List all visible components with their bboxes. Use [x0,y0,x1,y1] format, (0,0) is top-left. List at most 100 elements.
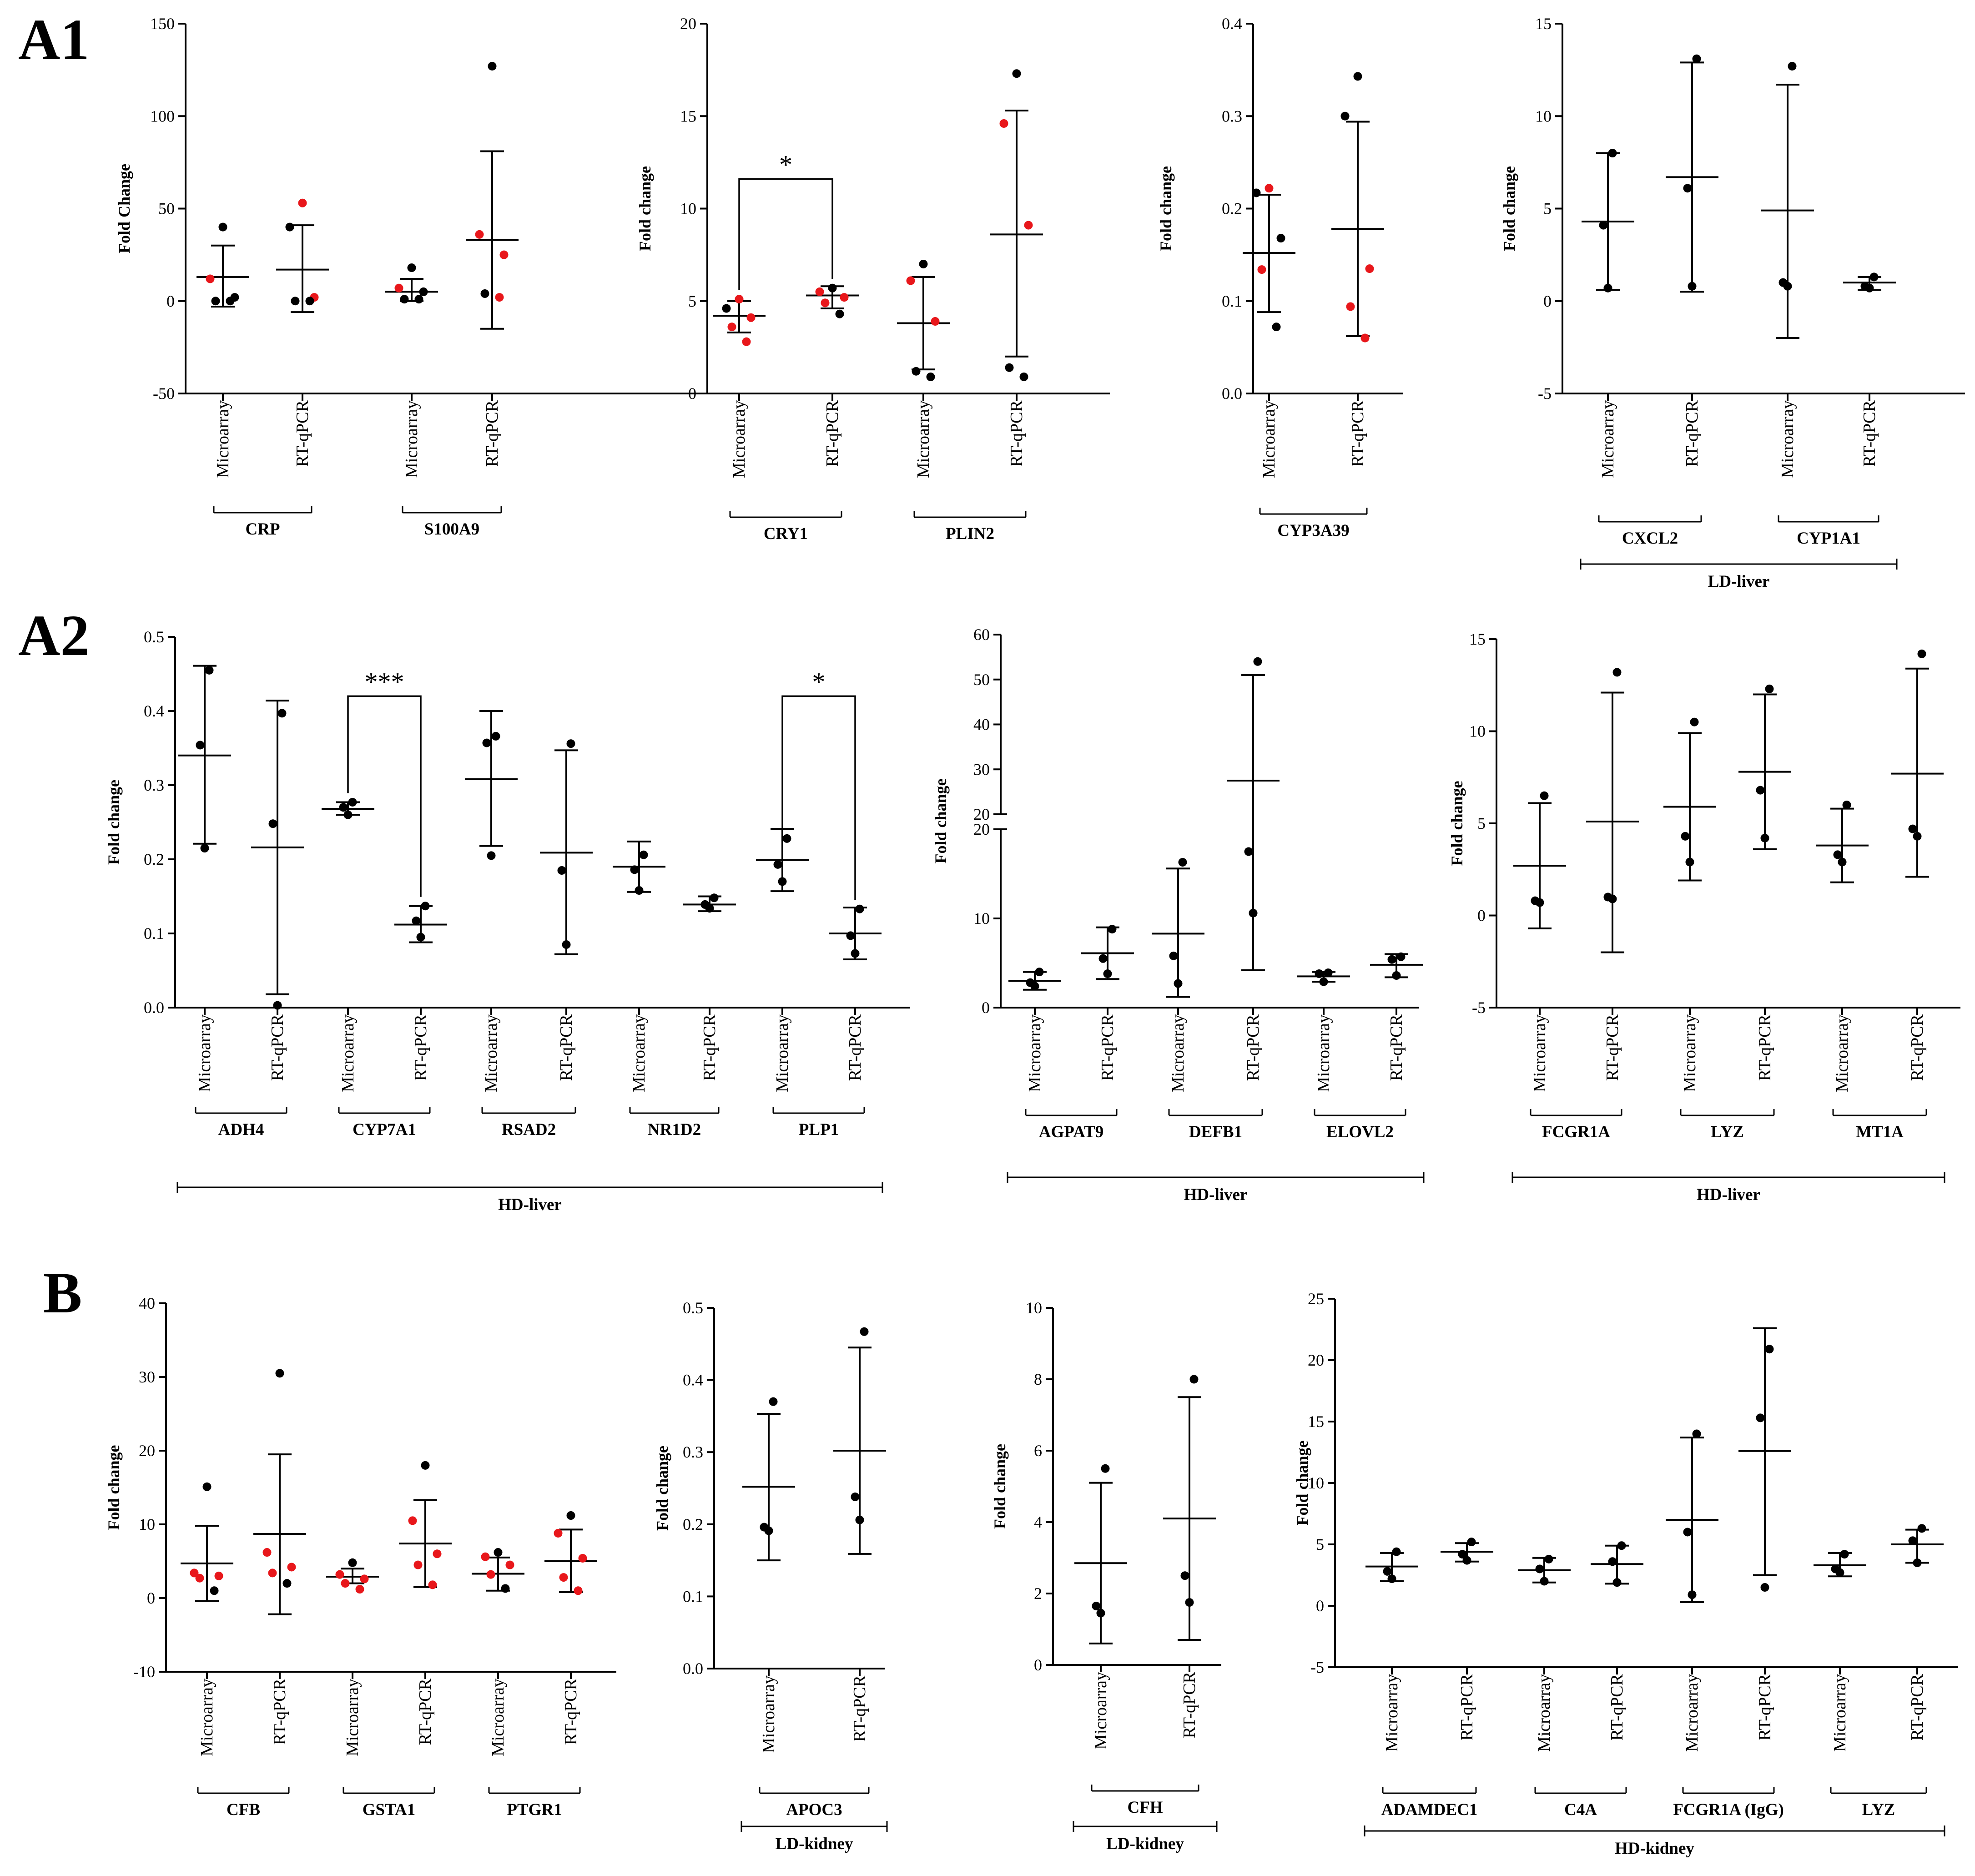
tissue-label: HD-liver [1697,1185,1760,1204]
data-point [1865,283,1874,292]
y-tick-label: 10 [1308,1474,1324,1492]
data-point [1272,323,1281,332]
data-point [1383,1567,1392,1576]
tissue-label: HD-liver [498,1195,562,1214]
x-category-label: Microarray [1530,1014,1549,1092]
x-category-label: Microarray [1778,400,1797,478]
data-point [268,1568,277,1578]
y-tick-label: 0 [1034,1656,1042,1674]
y-tick-label: -10 [133,1663,155,1681]
data-point [210,1586,219,1595]
x-category-label: RT-qPCR [1908,1674,1927,1740]
gene-label: APOC3 [786,1800,842,1819]
series-group [756,828,809,893]
series-group [178,665,231,853]
series-group [1586,668,1639,953]
data-point [778,877,787,886]
data-point [195,1573,204,1583]
x-category-label: RT-qPCR [1244,1014,1263,1081]
x-category-label: Microarray [630,1014,649,1092]
data-point [1838,857,1847,867]
y-tick-label: 0.0 [683,1659,703,1678]
y-tick-label: 10 [680,200,696,218]
series-group [742,1397,795,1562]
y-tick-label: 10 [973,909,990,928]
x-category-label: Microarray [195,1014,214,1092]
y-tick-label: 0.5 [144,628,164,646]
series-group [1738,1327,1791,1592]
series-group [1370,952,1423,980]
series-group [713,295,766,346]
x-category-label: RT-qPCR [823,400,842,467]
data-point [414,295,423,304]
y-tick-label: -5 [1472,999,1486,1017]
data-point [1265,184,1274,193]
chart-a2-liver-5genes: 0.0 0.1 0.2 0.3 0.4 0.5 Fold change Microarray R… [105,628,910,1214]
data-point [855,904,864,913]
x-category-label: RT-qPCR [1607,1674,1627,1740]
data-point [851,949,860,958]
y-tick-label: 150 [150,15,175,33]
data-point [1101,1464,1110,1473]
y-tick-label: 0.4 [683,1371,703,1389]
x-category-label: Microarray [343,1679,362,1756]
data-point [764,1526,773,1535]
data-point [1535,898,1544,907]
data-point [1178,858,1187,867]
data-point [1189,1375,1199,1384]
data-point [1360,333,1370,343]
x-category-label: RT-qPCR [1007,400,1026,467]
x-category-label: Microarray [1535,1674,1554,1752]
series-group [1008,968,1061,991]
data-point [999,119,1008,128]
y-axis-label: Fold change [636,166,654,251]
series-group [1666,54,1718,293]
gene-label: CYP3A39 [1277,521,1349,540]
series-group [385,263,438,304]
data-point [499,250,509,259]
data-point [1681,832,1690,841]
data-point [1544,1554,1553,1563]
data-point [1540,791,1549,800]
data-point [919,259,928,268]
y-axis-label: Fold change [1500,166,1518,251]
data-point [1340,111,1350,121]
y-tick-label: -50 [153,384,175,403]
gene-label: FCGR1A (IgG) [1673,1800,1784,1819]
data-point [557,866,566,875]
x-category-label: RT-qPCR [483,400,502,467]
data-point [1599,221,1608,230]
data-point [851,1493,860,1502]
x-category-label: RT-qPCR [416,1678,435,1745]
x-category-label: RT-qPCR [1387,1014,1406,1081]
data-point [912,367,921,376]
data-point [1685,857,1694,867]
data-point [412,916,421,925]
series-group [276,198,329,313]
gene-label: CRY1 [764,524,808,543]
data-point [416,933,425,942]
x-category-label: Microarray [1683,1674,1702,1752]
tissue-label: HD-liver [1184,1185,1248,1204]
series-group [897,259,950,381]
series-group [1843,272,1896,292]
x-category-label: RT-qPCR [1457,1674,1476,1740]
chart-a1-cry1-plin2: 0 5 10 15 20 Fold change Microarray RT-qPCR Micr… [636,15,1110,543]
y-tick-label: 0 [1543,292,1552,310]
x-category-label: Microarray [482,1014,501,1092]
data-point [433,1549,442,1558]
series-group [322,797,374,819]
y-tick-label: 30 [973,760,990,778]
series-group [1163,1375,1216,1641]
data-point [639,850,648,859]
data-point [196,741,205,750]
data-point [481,1552,490,1561]
series-group [1081,925,1134,980]
data-point [1917,1524,1926,1533]
chart-a1-cyp3a39: 0.0 0.1 0.2 0.3 0.4 Fold change Microarray RT-q… [1157,15,1403,540]
data-point [562,940,571,949]
data-point [505,1560,514,1569]
data-point [1612,668,1622,677]
data-point [487,851,496,860]
